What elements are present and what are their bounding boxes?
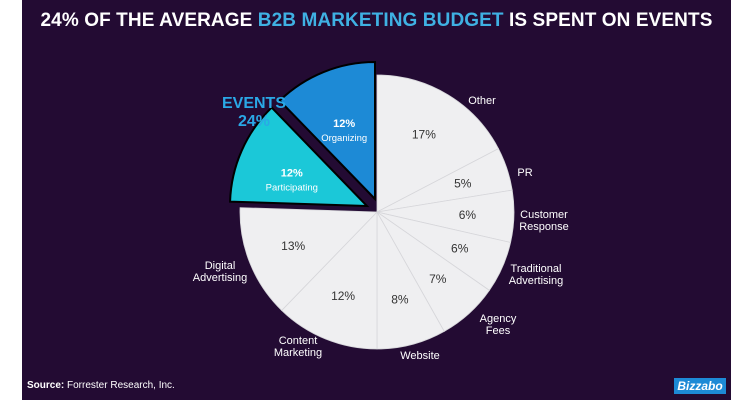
- slice-shape-participating: [229, 106, 370, 208]
- source-text: Forrester Research, Inc.: [67, 380, 175, 391]
- slice-shape-content-marketing: [281, 211, 378, 350]
- slice-value-traditional-advertising: 6%: [451, 242, 469, 256]
- bizzabo-logo: Bizzabo: [674, 378, 726, 394]
- events-callout-value: 24%: [238, 113, 270, 130]
- slice-value-other: 17%: [412, 128, 436, 142]
- slice-value-participating: 12%: [281, 168, 303, 180]
- slice-participating: 12% Participating: [229, 106, 370, 208]
- slice-shape-organizing: [278, 60, 376, 202]
- slice-value-agency-fees: 7%: [429, 272, 447, 286]
- slice-content-marketing: 12%: [281, 211, 378, 350]
- category-label-website: Website: [400, 350, 440, 362]
- category-label-agency-fees: Agency Fees: [480, 313, 517, 337]
- slice-label-organizing: Organizing: [321, 133, 367, 144]
- category-label-content-marketing: Content Marketing: [274, 335, 322, 359]
- slice-website: 8%: [376, 210, 445, 350]
- slice-pr: 5%: [376, 148, 513, 213]
- slice-other: 17%: [376, 74, 499, 213]
- pie-chart: 17% Other 5% PR 6% Customer Response 6% Traditio…: [193, 60, 569, 362]
- category-label-traditional-advertising: Traditional Advertising: [509, 263, 563, 287]
- slice-value-organizing: 12%: [333, 118, 355, 130]
- slice-value-pr: 5%: [454, 177, 472, 191]
- category-label-pr: PR: [517, 167, 532, 179]
- slice-customer-response: 6%: [376, 189, 515, 243]
- chart-panel: 24% OF THE AVERAGE B2B MARKETING BUDGET …: [22, 0, 731, 400]
- slice-label-participating: Participating: [266, 183, 318, 194]
- title-accent: B2B MARKETING BUDGET: [257, 10, 504, 31]
- slice-value-website: 8%: [391, 293, 409, 307]
- slice-organizing: 12% Organizing: [278, 60, 376, 202]
- slice-digital-advertising: 13%: [239, 207, 378, 311]
- slice-shape-other: [376, 74, 499, 213]
- source-label: Source:: [27, 380, 65, 391]
- events-callout-label: EVENTS: [222, 95, 286, 112]
- source-note: Source: Forrester Research, Inc.: [27, 380, 175, 391]
- slice-value-content-marketing: 12%: [331, 289, 355, 303]
- title-part-2: IS SPENT ON EVENTS: [503, 10, 713, 31]
- chart-title: 24% OF THE AVERAGE B2B MARKETING BUDGET …: [22, 10, 731, 32]
- category-label-digital-advertising: Digital Advertising: [193, 260, 247, 284]
- category-label-other: Other: [468, 95, 496, 107]
- category-label-customer-response: Customer Response: [519, 209, 569, 233]
- slice-value-customer-response: 6%: [459, 208, 477, 222]
- title-part-1: 24% OF THE AVERAGE: [40, 10, 258, 31]
- slice-shape-digital-advertising: [239, 207, 378, 311]
- slice-value-digital-advertising: 13%: [281, 239, 305, 253]
